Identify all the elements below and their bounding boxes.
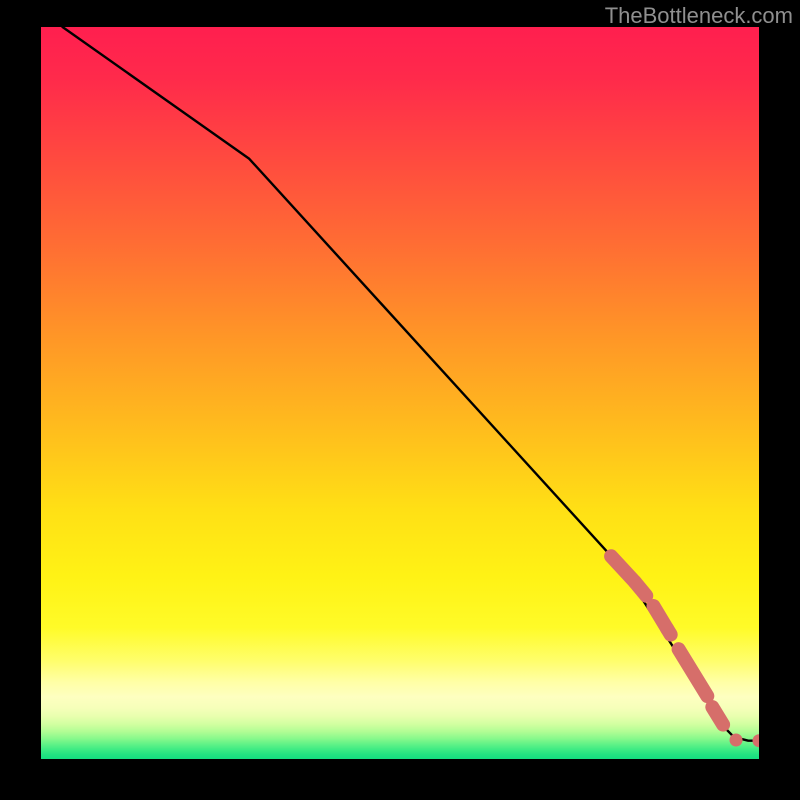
marker-segment xyxy=(679,649,708,696)
plot-area xyxy=(41,27,759,759)
marker-segment xyxy=(712,707,723,725)
marker-layer xyxy=(611,556,759,747)
marker-segment xyxy=(667,629,671,635)
chart-svg xyxy=(41,27,759,759)
marker-dot xyxy=(730,733,743,746)
marker-segment xyxy=(635,582,646,596)
curve-line xyxy=(63,27,759,741)
marker-dot xyxy=(753,734,760,747)
attribution-text: TheBottleneck.com xyxy=(605,3,793,29)
